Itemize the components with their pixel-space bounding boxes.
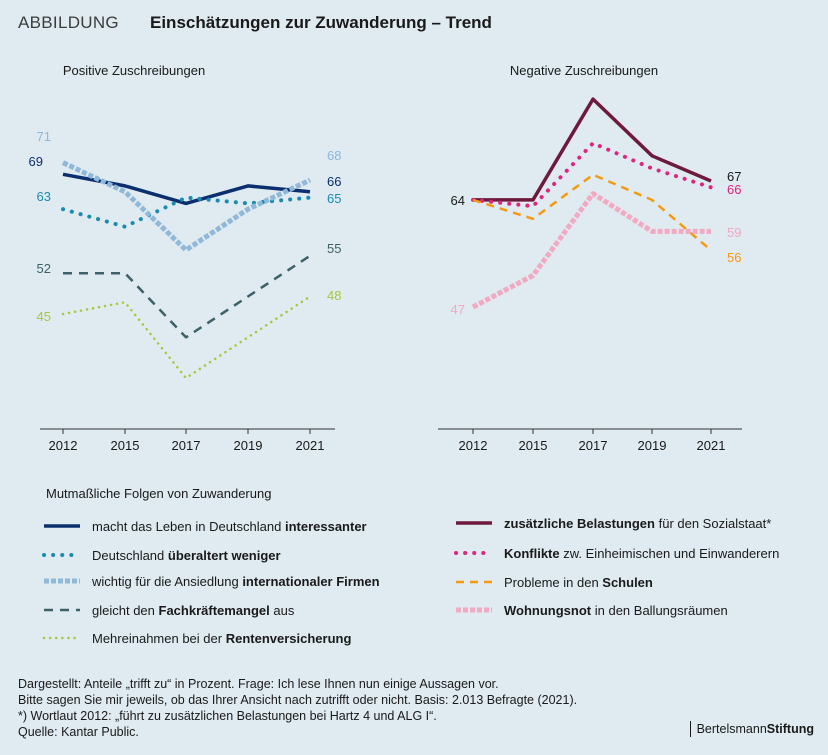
- series-line: [471, 141, 713, 209]
- series-line: [61, 160, 312, 253]
- legend-label-bold: Schulen: [602, 574, 653, 590]
- data-label-end: 68: [327, 148, 341, 163]
- legend-label-part: in den Ballungsräumen: [591, 602, 728, 618]
- series-line: [63, 254, 311, 339]
- x-tick-label: 2019: [234, 438, 263, 453]
- legend-label: macht das Leben in Deutschland interessa…: [92, 519, 367, 534]
- chart-title-negative: Negative Zuschreibungen: [510, 63, 658, 78]
- x-tick-label: 2021: [296, 438, 325, 453]
- legend-label: Probleme in den Schulen: [504, 575, 653, 590]
- x-tick-label: 2015: [111, 438, 140, 453]
- legend-item-wohnungsnot: Wohnungsnot in den Ballungsräumen: [454, 600, 728, 620]
- charts: Positive Zuschreibungen Negative Zuschre…: [29, 63, 742, 453]
- data-label-start: 69: [29, 154, 43, 169]
- legend-label-part: für den Sozialstaat*: [654, 515, 772, 531]
- x-tick-label: 2012: [49, 438, 78, 453]
- legend-swatch: [44, 608, 80, 612]
- series-line: [471, 191, 711, 310]
- series-line: [473, 97, 712, 202]
- legend-label-part: macht das Leben in Deutschland: [92, 518, 285, 534]
- data-label-start: 47: [451, 302, 465, 317]
- legend-label-bold: Konflikte: [504, 545, 560, 561]
- legend-label: Konflikte zw. Einheimischen und Einwande…: [504, 546, 779, 561]
- brand-logo: BertelsmannStiftung: [689, 721, 814, 737]
- x-tick-label: 2021: [697, 438, 726, 453]
- x-tick-label: 2017: [172, 438, 201, 453]
- x-tick-label: 2019: [638, 438, 667, 453]
- legend-label-part: Deutschland: [92, 547, 168, 563]
- data-label-end: 56: [727, 250, 741, 265]
- header: ABBILDUNG Einschätzungen zur Zuwanderung…: [18, 13, 492, 39]
- legend-swatch: [44, 524, 80, 528]
- figure-title: Einschätzungen zur Zuwanderung – Trend: [150, 13, 492, 32]
- legend-swatch: [456, 607, 492, 613]
- legend-label-bold: Fachkräftemangel: [158, 602, 270, 618]
- legend-label-bold: interessanter: [284, 518, 367, 534]
- legend-label: Mehreinahmen bei der Rentenversicherung: [92, 631, 351, 646]
- legend-label: wichtig für die Ansiedlung international…: [92, 574, 380, 589]
- data-label-end: 66: [727, 182, 741, 197]
- data-label-start: 45: [37, 309, 51, 324]
- legend-label-part: zw. Einheimischen und Einwanderern: [559, 545, 780, 561]
- legend-title: Mutmaßliche Folgen von Zuwanderung: [46, 486, 272, 501]
- legend-label-bold: Wohnungsnot: [504, 602, 592, 618]
- data-label-end: 59: [727, 225, 741, 240]
- legend-label-part: gleicht den: [92, 602, 159, 618]
- legend-label: gleicht den Fachkräftemangel aus: [92, 603, 294, 618]
- brand-regular: Bertelsmann: [696, 722, 767, 736]
- data-label-end: 65: [327, 191, 341, 206]
- data-label-start: 64: [451, 193, 465, 208]
- legend-swatch: [42, 553, 82, 557]
- legend-swatch: [456, 521, 492, 525]
- legend-item-interessanter: macht das Leben in Deutschland interessa…: [42, 516, 367, 536]
- legend-label: Deutschland überaltert weniger: [92, 548, 281, 563]
- legend-item-fachkraefte: gleicht den Fachkräftemangel aus: [42, 600, 294, 620]
- legend-swatch: [456, 580, 492, 584]
- data-label-start: 52: [37, 261, 51, 276]
- data-label-end: 48: [327, 288, 341, 303]
- series-line: [61, 295, 312, 380]
- footnote-line: *) Wortlaut 2012: „führt zu zusätzlichen…: [18, 709, 437, 723]
- data-label-start: 63: [37, 189, 51, 204]
- legend-swatch: [42, 636, 82, 640]
- legend-label-part: Probleme in den: [504, 574, 603, 590]
- data-label-end: 66: [327, 174, 341, 189]
- footnote-line: Bitte sagen Sie mir jeweils, ob das Ihre…: [18, 693, 578, 707]
- x-tick-label: 2017: [579, 438, 608, 453]
- legend-label-bold: internationaler Firmen: [242, 573, 380, 589]
- x-tick-label: 2015: [519, 438, 548, 453]
- chart-title-positive: Positive Zuschreibungen: [63, 63, 205, 78]
- footnote-line: Quelle: Kantar Public.: [18, 725, 139, 739]
- legend-label-bold: Rentenversicherung: [225, 630, 352, 646]
- legend-label-part: wichtig für die Ansiedlung: [92, 573, 243, 589]
- legend-item-schulen: Probleme in den Schulen: [454, 572, 653, 592]
- legend-swatch: [454, 551, 494, 555]
- x-tick-label: 2012: [459, 438, 488, 453]
- legend-label: Wohnungsnot in den Ballungsräumen: [504, 603, 728, 618]
- legend-item-sozialstaat: zusätzliche Belastungen für den Sozialst…: [454, 513, 771, 533]
- footnotes: Dargestellt: Anteile „trifft zu“ in Proz…: [18, 676, 577, 740]
- legend-item-ueberaltert: Deutschland überaltert weniger: [42, 545, 281, 565]
- legend-label-part: aus: [269, 602, 295, 618]
- data-label-end: 67: [727, 169, 741, 184]
- series-line: [472, 173, 712, 252]
- legend-item-rente: Mehreinahmen bei der Rentenversicherung: [42, 628, 351, 648]
- figure-tag: ABBILDUNG: [18, 13, 119, 32]
- legend-swatch: [44, 578, 80, 584]
- legend-item-firmen: wichtig für die Ansiedlung international…: [42, 571, 380, 591]
- footnote-line: Dargestellt: Anteile „trifft zu“ in Proz…: [18, 677, 499, 691]
- legend-label-bold: zusätzliche Belastungen: [504, 515, 655, 531]
- legend-item-konflikte: Konflikte zw. Einheimischen und Einwande…: [454, 543, 779, 563]
- legend-label: zusätzliche Belastungen für den Sozialst…: [504, 516, 771, 531]
- data-label-end: 55: [327, 241, 341, 256]
- legend-label-part: Mehreinahmen bei der: [92, 630, 226, 646]
- brand-bold: Stiftung: [766, 722, 814, 736]
- legend-label-bold: überaltert weniger: [167, 547, 281, 563]
- data-label-start: 71: [37, 129, 51, 144]
